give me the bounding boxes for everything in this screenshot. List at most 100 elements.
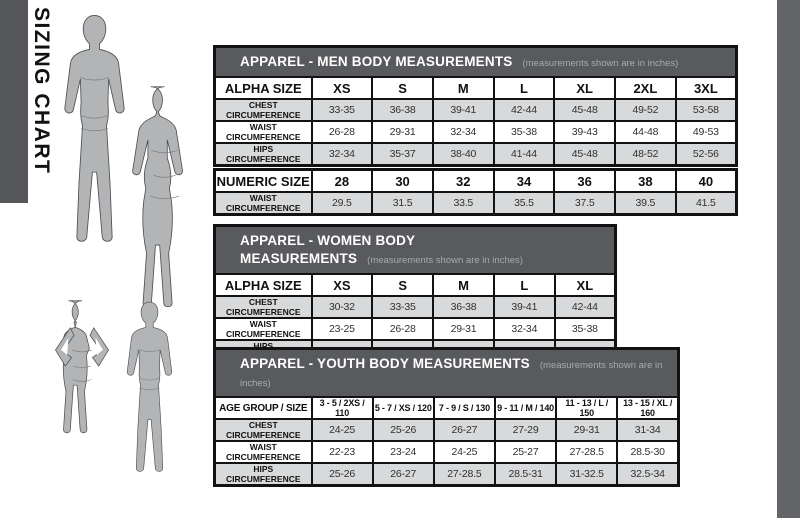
size-cell: S [371, 76, 434, 100]
waist-line [153, 174, 176, 178]
row-label: WAIST CIRCUMFERENCE [213, 191, 313, 216]
men-hips-row: HIPS CIRCUMFERENCE 32-34 35-37 38-40 41-… [213, 142, 738, 167]
size-cell: S [371, 273, 435, 297]
size-cell: XS [310, 273, 374, 297]
page-title: SIZING CHART [30, 7, 53, 175]
size-cell: 3XL [674, 76, 738, 100]
data-cell: 22-23 [310, 440, 374, 464]
data-cell: 28.5-31 [493, 462, 558, 487]
woman-body [132, 86, 183, 308]
hips-line [72, 379, 92, 382]
data-cell: 42-44 [553, 295, 617, 319]
data-cell: 33-35 [310, 98, 374, 122]
men-table-title: APPAREL - MEN BODY MEASUREMENTS [240, 54, 513, 69]
man-silhouette [52, 14, 137, 259]
size-cell: 40 [674, 168, 738, 193]
data-cell: 31-32.5 [555, 462, 619, 487]
girl-silhouette [46, 297, 118, 487]
women-waist-row: WAIST CIRCUMFERENCE 23-25 26-28 29-31 32… [213, 317, 617, 341]
size-cell: 11 - 13 / L / 150 [555, 396, 619, 420]
men-table-subtitle: (measurements shown are in inches) [522, 58, 679, 69]
data-cell: 32-34 [492, 317, 556, 341]
size-cell: 5 - 7 / XS / 120 [371, 396, 435, 420]
row-label: ALPHA SIZE [213, 273, 313, 297]
data-cell: 23-25 [310, 317, 374, 341]
data-cell: 39-43 [553, 120, 617, 144]
row-label: NUMERIC SIZE [213, 168, 313, 193]
women-table-title: APPAREL - WOMEN BODY MEASUREMENTS [240, 233, 416, 266]
size-cell: 36 [553, 168, 617, 193]
chest-line [72, 349, 92, 353]
youth-measurements-table: APPAREL - YOUTH BODY MEASUREMENTS (measur… [213, 347, 680, 487]
data-cell: 35-37 [371, 142, 434, 167]
size-cell: 30 [371, 168, 434, 193]
men-measurements-table: APPAREL - MEN BODY MEASUREMENTS (measurem… [213, 45, 738, 167]
data-cell: 27-29 [493, 418, 558, 442]
row-label: ALPHA SIZE [213, 76, 313, 100]
hips-line [149, 195, 180, 200]
data-cell: 42-44 [492, 98, 556, 122]
data-cell: 44-48 [614, 120, 677, 144]
women-table-subtitle: (measurements shown are in inches) [367, 255, 523, 266]
data-cell: 25-26 [310, 462, 374, 487]
row-label: CHEST CIRCUMFERENCE [213, 418, 313, 442]
data-cell: 24-25 [432, 440, 496, 464]
data-cell: 39.5 [614, 191, 677, 216]
boy-body [126, 301, 173, 472]
data-cell: 36-38 [371, 98, 434, 122]
youth-table-title: APPAREL - YOUTH BODY MEASUREMENTS [240, 356, 530, 371]
women-chest-row: CHEST CIRCUMFERENCE 30-32 33-35 36-38 39… [213, 295, 617, 319]
data-cell: 41-44 [492, 142, 556, 167]
arm-gap [95, 337, 103, 355]
data-cell: 23-24 [371, 440, 435, 464]
data-cell: 27-28.5 [555, 440, 619, 464]
data-cell: 27-28.5 [432, 462, 496, 487]
data-cell: 41.5 [674, 191, 738, 216]
size-cell: 28 [310, 168, 374, 193]
data-cell: 37.5 [553, 191, 617, 216]
data-cell: 33.5 [431, 191, 495, 216]
data-cell: 26-27 [371, 462, 435, 487]
row-label: WAIST CIRCUMFERENCE [213, 440, 313, 464]
men-chest-row: CHEST CIRCUMFERENCE 33-35 36-38 39-41 42… [213, 98, 738, 122]
data-cell: 45-48 [553, 142, 617, 167]
row-label: HIPS CIRCUMFERENCE [213, 142, 313, 167]
size-cell: L [492, 76, 556, 100]
waist-line [73, 365, 91, 368]
men-alpha-size-row: ALPHA SIZE XS S M L XL 2XL 3XL [213, 76, 738, 100]
size-cell: 2XL [614, 76, 677, 100]
data-cell: 32-34 [431, 120, 495, 144]
chest-line [151, 150, 178, 154]
data-cell: 49-52 [614, 98, 677, 122]
size-cell: 3 - 5 / 2XS / 110 [310, 396, 374, 420]
data-cell: 29-31 [371, 120, 434, 144]
men-waist-row: WAIST CIRCUMFERENCE 26-28 29-31 32-34 35… [213, 120, 738, 144]
row-label: WAIST CIRCUMFERENCE [213, 120, 313, 144]
data-cell: 29-31 [555, 418, 619, 442]
size-cell: 7 - 9 / S / 130 [432, 396, 496, 420]
size-cell: XS [310, 76, 374, 100]
data-cell: 29.5 [310, 191, 374, 216]
data-cell: 49-53 [674, 120, 738, 144]
right-accent-bar [777, 0, 800, 518]
youth-hips-row: HIPS CIRCUMFERENCE 25-26 26-27 27-28.5 2… [213, 462, 680, 487]
size-cell: L [492, 273, 556, 297]
data-cell: 35-38 [492, 120, 556, 144]
data-cell: 31-34 [616, 418, 680, 442]
row-label: CHEST CIRCUMFERENCE [213, 98, 313, 122]
woman-silhouette [122, 84, 207, 324]
hips-line [80, 128, 109, 132]
data-cell: 48-52 [614, 142, 677, 167]
data-cell: 28.5-30 [616, 440, 680, 464]
data-cell: 36-38 [432, 295, 495, 319]
data-cell: 35.5 [492, 191, 556, 216]
data-cell: 25-27 [493, 440, 558, 464]
row-label: CHEST CIRCUMFERENCE [213, 295, 313, 319]
data-cell: 26-27 [432, 418, 496, 442]
numeric-waist-row: WAIST CIRCUMFERENCE 29.5 31.5 33.5 35.5 … [213, 191, 738, 216]
hips-line [139, 387, 160, 390]
row-label: AGE GROUP / SIZE [213, 396, 313, 420]
chest-line [138, 349, 161, 352]
size-cell: 34 [492, 168, 556, 193]
size-cell: XL [553, 273, 617, 297]
